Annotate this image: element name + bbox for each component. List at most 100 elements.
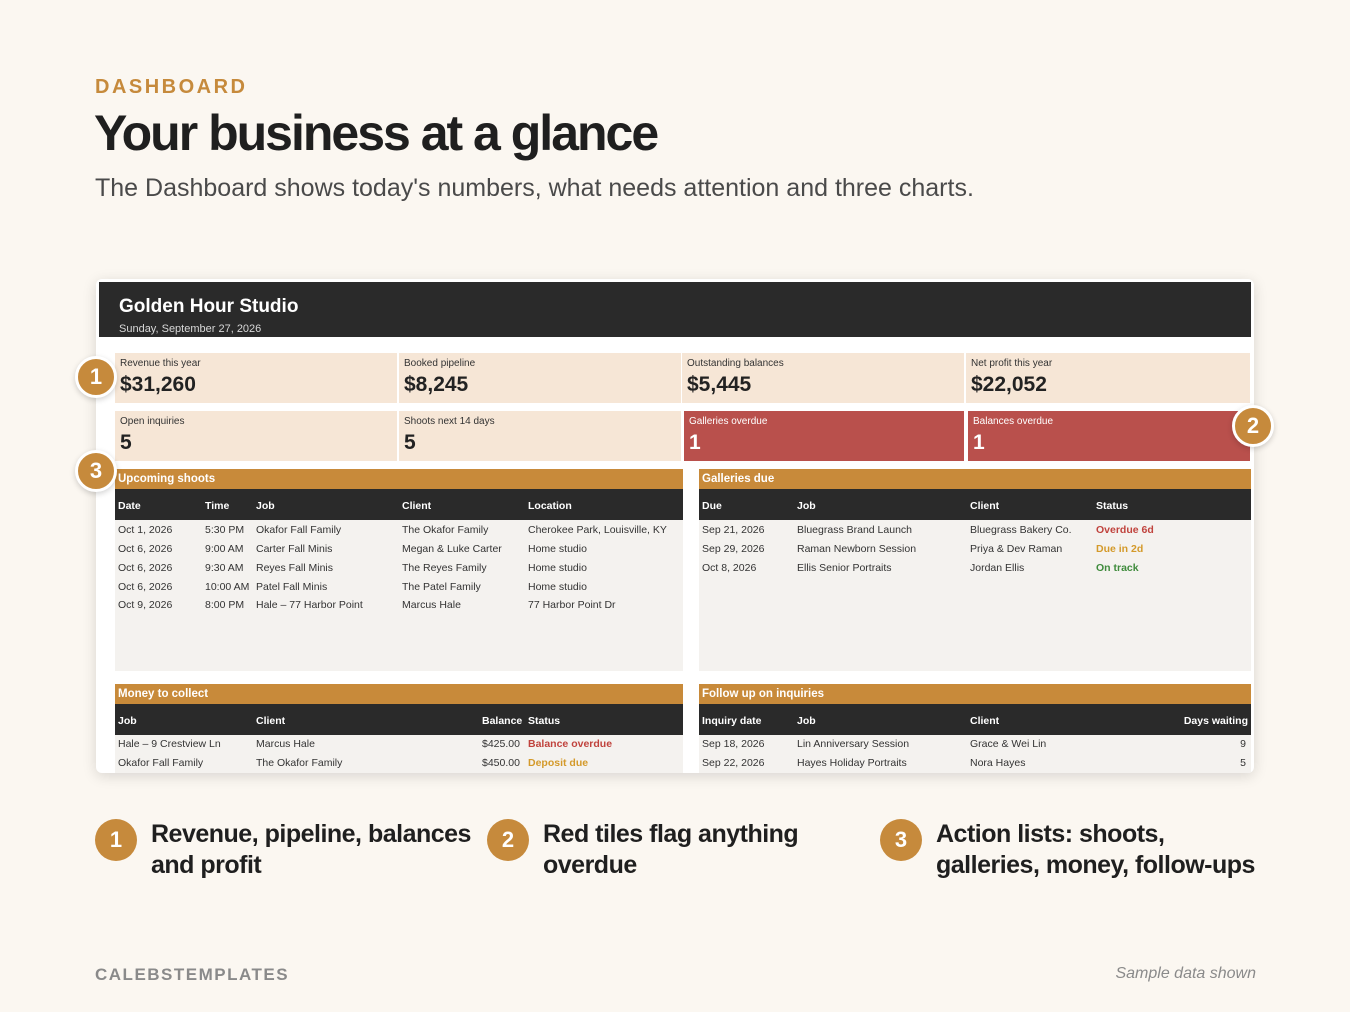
cell-date: Oct 6, 2026 (118, 562, 173, 574)
cell-client: Megan & Luke Carter (402, 543, 502, 555)
cell-job: Hayes Holiday Portraits (797, 757, 907, 769)
cell-job: Okafor Fall Family (118, 757, 204, 769)
kpi-label: Galleries overdue (689, 416, 768, 427)
panel-title: Galleries due (699, 469, 1251, 489)
cell-client: Marcus Hale (256, 738, 315, 750)
kpi-label: Revenue this year (120, 358, 201, 369)
kpi-open-inquiries[interactable]: Open inquiries 5 (115, 411, 397, 461)
upcoming-shoots-panel: Upcoming shoots Date Time Job Client Loc… (115, 469, 683, 671)
cell-location: 77 Harbor Point Dr (528, 599, 616, 611)
column-header-date[interactable]: Date (118, 500, 141, 512)
column-header-inquiry-date[interactable]: Inquiry date (702, 715, 762, 727)
cell-client: Priya & Dev Raman (970, 543, 1063, 555)
cell-client: Nora Hayes (970, 757, 1026, 769)
column-header-time[interactable]: Time (205, 500, 230, 512)
column-header-client[interactable]: Client (970, 500, 1000, 512)
galleries-due-panel: Galleries due Due Job Client Status Sep … (699, 469, 1251, 671)
kpi-label: Net profit this year (971, 358, 1053, 369)
cell-job: Hale – 77 Harbor Point (256, 599, 363, 611)
cell-location: Home studio (528, 543, 587, 555)
column-header-status[interactable]: Status (528, 715, 561, 727)
app-title: Golden Hour Studio (119, 296, 299, 317)
cell-location: Home studio (528, 562, 587, 574)
cell-inquiry-date: Sep 22, 2026 (702, 757, 765, 769)
column-header-client[interactable]: Client (402, 500, 432, 512)
cell-client: Grace & Wei Lin (970, 738, 1047, 750)
kpi-shoots-next-14-days[interactable]: Shoots next 14 days 5 (399, 411, 681, 461)
column-header-job[interactable]: Job (256, 500, 275, 512)
kpi-value: $5,445 (687, 373, 752, 396)
note-text-2: Red tiles flag anything overdue (543, 820, 799, 879)
cell-balance: $450.00 (482, 757, 520, 769)
callout-badge-1: 1 (75, 356, 117, 398)
kpi-galleries-overdue[interactable]: Galleries overdue 1 (684, 411, 964, 461)
column-header-status[interactable]: Status (1096, 500, 1129, 512)
kpi-net-profit-this-year[interactable]: Net profit this year $22,052 (966, 353, 1250, 403)
cell-date: Oct 6, 2026 (118, 581, 173, 593)
subheadline: The Dashboard shows today's numbers, wha… (95, 174, 974, 202)
note-number-1: 1 (95, 819, 137, 861)
status-due-soon: Due in 2d (1096, 543, 1144, 555)
status-deposit-due: Deposit due (528, 757, 589, 769)
column-header-client[interactable]: Client (256, 715, 286, 727)
column-header-balance[interactable]: Balance (482, 715, 523, 727)
cell-job: Hale – 9 Crestview Ln (118, 738, 221, 750)
kpi-value: 1 (973, 431, 985, 454)
cell-client: The Reyes Family (402, 562, 487, 574)
status-overdue: Overdue 6d (1096, 524, 1154, 536)
headline: Your business at a glance (94, 105, 659, 161)
cell-job: Raman Newborn Session (797, 543, 917, 555)
follow-up-inquiries-panel: Follow up on inquiries Inquiry date Job … (699, 684, 1251, 773)
cell-job: Okafor Fall Family (256, 524, 342, 536)
brand-footer: CALEBSTEMPLATES (95, 965, 290, 984)
cell-due: Oct 8, 2026 (702, 562, 757, 574)
column-header-job[interactable]: Job (797, 715, 816, 727)
panel-title: Upcoming shoots (115, 469, 683, 489)
column-header-days-waiting[interactable]: Days waiting (1183, 715, 1248, 727)
app-date: Sunday, September 27, 2026 (119, 323, 262, 335)
kpi-outstanding-balances[interactable]: Outstanding balances $5,445 (682, 353, 964, 403)
cell-job: Reyes Fall Minis (256, 562, 334, 574)
sample-data-note: Sample data shown (1115, 965, 1256, 982)
column-header-job[interactable]: Job (118, 715, 137, 727)
kpi-value: $31,260 (120, 373, 196, 396)
cell-client: Marcus Hale (402, 599, 461, 611)
kpi-value: $22,052 (971, 373, 1047, 396)
note-number-3: 3 (880, 819, 922, 861)
status-on-track: On track (1096, 562, 1139, 574)
table-header: Job Client Balance Status (115, 704, 683, 735)
note-text-3: Action lists: shoots, galleries, money, … (936, 820, 1255, 879)
app-header: Golden Hour Studio Sunday, September 27,… (99, 282, 1251, 337)
cell-time: 8:00 PM (205, 599, 245, 611)
callout-badge-3: 3 (75, 450, 117, 492)
kpi-revenue-this-year[interactable]: Revenue this year $31,260 (115, 353, 397, 403)
note-text-1: Revenue, pipeline, balances and profit (151, 820, 471, 879)
cell-date: Oct 9, 2026 (118, 599, 173, 611)
cell-days-waiting: 9 (1240, 738, 1246, 750)
cell-job: Patel Fall Minis (256, 581, 328, 593)
kpi-value: $8,245 (404, 373, 469, 396)
kpi-value: 1 (689, 431, 701, 454)
column-header-client[interactable]: Client (970, 715, 1000, 727)
cell-client: Bluegrass Bakery Co. (970, 524, 1072, 536)
kpi-value: 5 (120, 431, 132, 454)
cell-job: Ellis Senior Portraits (797, 562, 892, 574)
cell-job: Carter Fall Minis (256, 543, 333, 555)
cell-location: Home studio (528, 581, 587, 593)
cell-balance: $425.00 (482, 738, 520, 750)
money-to-collect-panel: Money to collect Job Client Balance Stat… (115, 684, 683, 773)
column-header-due[interactable]: Due (702, 500, 722, 512)
table-header: Date Time Job Client Location (115, 489, 683, 520)
kpi-label: Balances overdue (973, 416, 1054, 427)
kpi-booked-pipeline[interactable]: Booked pipeline $8,245 (399, 353, 681, 403)
cell-job: Lin Anniversary Session (797, 738, 910, 750)
dashboard-screenshot: Golden Hour Studio Sunday, September 27,… (96, 279, 1254, 773)
column-header-location[interactable]: Location (528, 500, 572, 512)
panel-title: Follow up on inquiries (699, 684, 1251, 704)
cell-inquiry-date: Sep 18, 2026 (702, 738, 765, 750)
kpi-balances-overdue[interactable]: Balances overdue 1 (968, 411, 1250, 461)
column-header-job[interactable]: Job (797, 500, 816, 512)
cell-client: Jordan Ellis (970, 562, 1025, 574)
kpi-label: Open inquiries (120, 416, 185, 427)
kpi-label: Outstanding balances (687, 358, 784, 369)
